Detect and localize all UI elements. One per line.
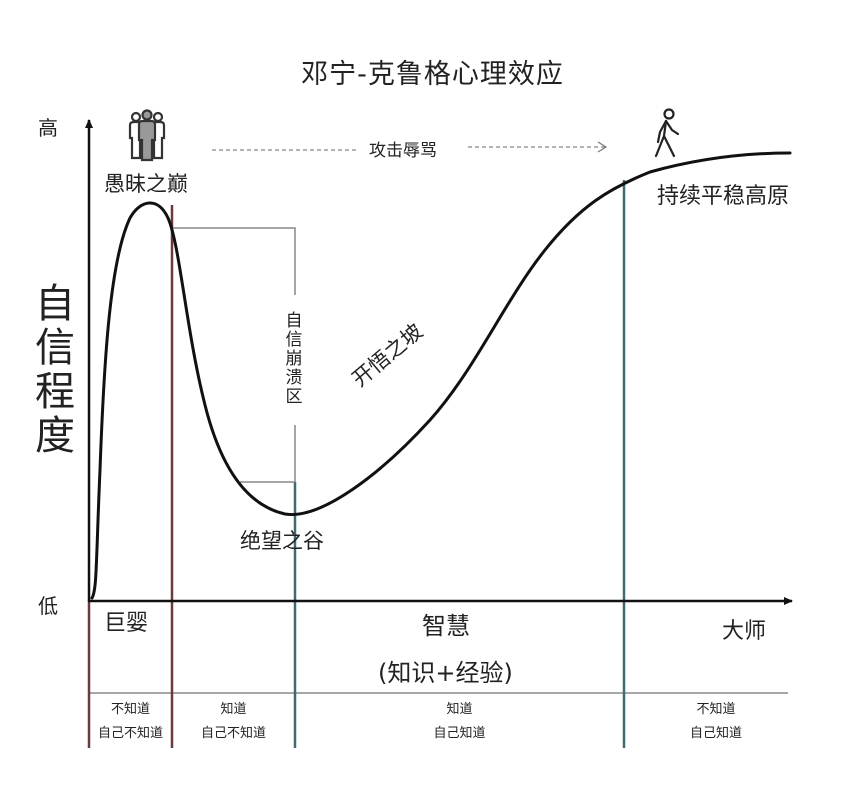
stage-wisdom-sublabel: (知识+经验) bbox=[378, 659, 513, 687]
diagram-title: 邓宁-克鲁格心理效应 bbox=[301, 59, 564, 90]
stage-baby-label: 巨婴 bbox=[104, 611, 149, 636]
stage-wisdom-label: 智慧 bbox=[422, 612, 470, 640]
quadrant-line2: 自己知道 bbox=[689, 726, 742, 741]
valley-label: 绝望之谷 bbox=[240, 529, 324, 553]
walking-person-icon bbox=[654, 108, 680, 158]
quadrant-cell-4: 不知道 自己知道 bbox=[624, 698, 808, 746]
confidence-curve bbox=[90, 151, 792, 600]
plateau-label: 持续平稳高原 bbox=[657, 184, 790, 209]
quadrant-line2: 自己知道 bbox=[433, 726, 486, 741]
y-axis-high-label: 高 bbox=[38, 116, 58, 140]
quadrant-cell-2: 知道 自己不知道 bbox=[172, 698, 295, 746]
stage-master-label: 大师 bbox=[722, 619, 767, 644]
collapse-zone-label: 自信崩溃区 bbox=[285, 311, 303, 407]
quadrant-line1: 知道 bbox=[446, 702, 473, 717]
attack-label: 攻击辱骂 bbox=[363, 136, 443, 161]
group-of-people-icon bbox=[128, 109, 166, 162]
quadrant-line2: 自己不知道 bbox=[97, 726, 163, 741]
quadrant-line1: 不知道 bbox=[110, 702, 150, 717]
quadrant-line1: 知道 bbox=[220, 702, 247, 717]
quadrant-line2: 自己不知道 bbox=[200, 726, 266, 741]
quadrant-cell-3: 知道 自己知道 bbox=[295, 698, 624, 746]
peak-label: 愚昧之巅 bbox=[104, 172, 188, 196]
quadrant-line1: 不知道 bbox=[696, 702, 736, 717]
collapse-bracket-top bbox=[172, 227, 296, 295]
y-axis-low-label: 低 bbox=[38, 594, 58, 618]
y-axis-title: 自信程度 bbox=[35, 281, 75, 459]
quadrant-cell-1: 不知道 自己不知道 bbox=[89, 698, 172, 746]
